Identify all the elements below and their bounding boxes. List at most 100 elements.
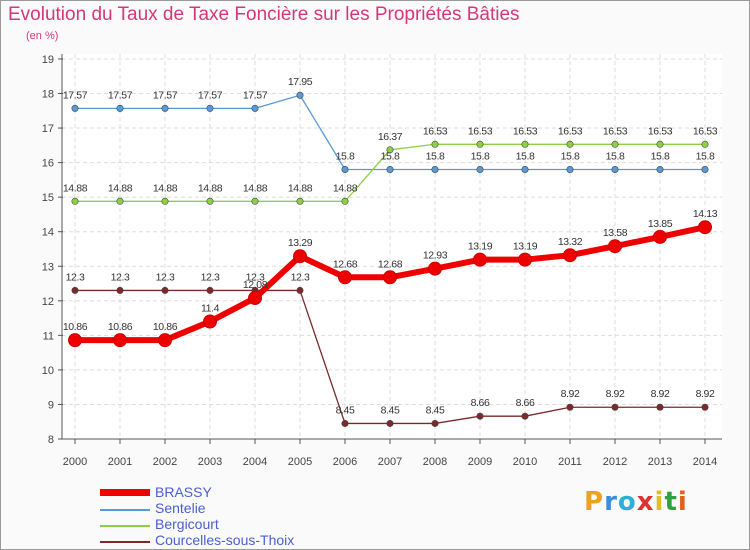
x-tick-label: 2004 <box>243 456 267 468</box>
data-point <box>431 419 439 427</box>
y-tick-label: 9 <box>48 399 54 411</box>
data-label: 15.8 <box>336 151 355 163</box>
data-label: 10.86 <box>108 321 133 333</box>
data-label: 17.57 <box>153 89 178 101</box>
data-label: 13.58 <box>603 227 628 239</box>
legend-label: Bergicourt <box>155 516 219 532</box>
data-point <box>116 197 124 205</box>
data-point <box>296 286 304 294</box>
y-tick-label: 11 <box>43 330 54 342</box>
x-tick-label: 2001 <box>108 456 132 468</box>
logo-letter: i <box>654 487 665 517</box>
data-point <box>566 403 574 411</box>
legend-swatch <box>100 509 150 511</box>
data-label: 12.3 <box>66 271 85 283</box>
legend-item: BRASSY <box>100 484 360 501</box>
x-tick-label: 2006 <box>333 456 357 468</box>
data-label: 17.57 <box>198 89 223 101</box>
data-label: 14.88 <box>153 182 178 194</box>
data-label: 8.92 <box>561 388 580 400</box>
legend-label: BRASSY <box>155 484 212 500</box>
data-label: 10.86 <box>63 321 88 333</box>
data-point <box>161 104 169 112</box>
data-label: 16.53 <box>648 125 673 137</box>
logo-letter: o <box>617 487 637 517</box>
data-point <box>203 314 217 329</box>
data-point <box>338 270 352 285</box>
proxiti-logo: Proxiti <box>584 487 688 517</box>
data-label: 12.68 <box>378 258 403 270</box>
data-label: 11.4 <box>201 303 220 315</box>
data-label: 15.8 <box>516 151 535 163</box>
data-label: 12.3 <box>111 271 130 283</box>
data-label: 8.45 <box>426 404 445 416</box>
data-label: 15.8 <box>561 151 580 163</box>
data-point <box>206 197 214 205</box>
data-point <box>161 197 169 205</box>
data-label: 16.53 <box>693 125 718 137</box>
data-point <box>341 166 349 174</box>
data-point <box>563 248 577 263</box>
data-point <box>701 140 709 148</box>
data-point <box>341 419 349 427</box>
y-tick-label: 8 <box>48 434 54 446</box>
data-point <box>521 166 529 174</box>
data-point <box>248 291 262 306</box>
data-point <box>113 333 127 348</box>
data-label: 13.29 <box>288 237 313 249</box>
data-point <box>206 104 214 112</box>
y-tick-label: 17 <box>42 123 54 135</box>
data-label: 15.8 <box>426 151 445 163</box>
data-point <box>161 286 169 294</box>
data-point <box>611 166 619 174</box>
data-point <box>68 333 82 348</box>
data-label: 14.88 <box>198 182 223 194</box>
data-point <box>656 140 664 148</box>
data-label: 12.68 <box>333 258 358 270</box>
data-point <box>521 412 529 420</box>
data-label: 17.95 <box>288 76 313 88</box>
data-label: 12.08 <box>243 279 268 291</box>
data-point <box>386 146 394 154</box>
data-label: 14.88 <box>288 182 313 194</box>
data-point <box>116 286 124 294</box>
x-tick-label: 2005 <box>288 456 312 468</box>
data-point <box>296 91 304 99</box>
x-tick-label: 2010 <box>513 456 537 468</box>
legend-item: Sentelie <box>100 500 360 517</box>
data-point <box>71 104 79 112</box>
legend-item: Courcelles-sous-Thoix <box>100 532 360 549</box>
legend-item: Bergicourt <box>100 516 360 533</box>
x-tick-label: 2008 <box>423 456 447 468</box>
data-label: 17.57 <box>108 89 133 101</box>
data-point <box>251 104 259 112</box>
data-label: 8.92 <box>696 388 715 400</box>
data-point <box>71 197 79 205</box>
x-tick-label: 2009 <box>468 456 492 468</box>
data-label: 8.92 <box>651 388 670 400</box>
data-label: 14.88 <box>63 182 88 194</box>
data-label: 8.92 <box>606 388 625 400</box>
data-point <box>656 403 664 411</box>
y-tick-label: 15 <box>42 192 54 204</box>
data-point <box>701 403 709 411</box>
logo-letter: x <box>636 487 655 517</box>
data-label: 15.8 <box>651 151 670 163</box>
data-label: 13.32 <box>558 236 583 248</box>
data-point <box>476 166 484 174</box>
data-point <box>251 197 259 205</box>
data-label: 8.66 <box>471 397 490 409</box>
logo-letter: i <box>677 487 688 517</box>
legend-label: Courcelles-sous-Thoix <box>155 532 295 548</box>
data-point <box>473 252 487 267</box>
data-point <box>566 140 574 148</box>
y-tick-label: 10 <box>42 365 54 377</box>
data-label: 15.8 <box>696 151 715 163</box>
data-point <box>293 249 307 264</box>
data-label: 12.3 <box>156 271 175 283</box>
data-point <box>476 412 484 420</box>
data-point <box>296 197 304 205</box>
data-label: 15.8 <box>471 151 490 163</box>
data-point <box>71 286 79 294</box>
